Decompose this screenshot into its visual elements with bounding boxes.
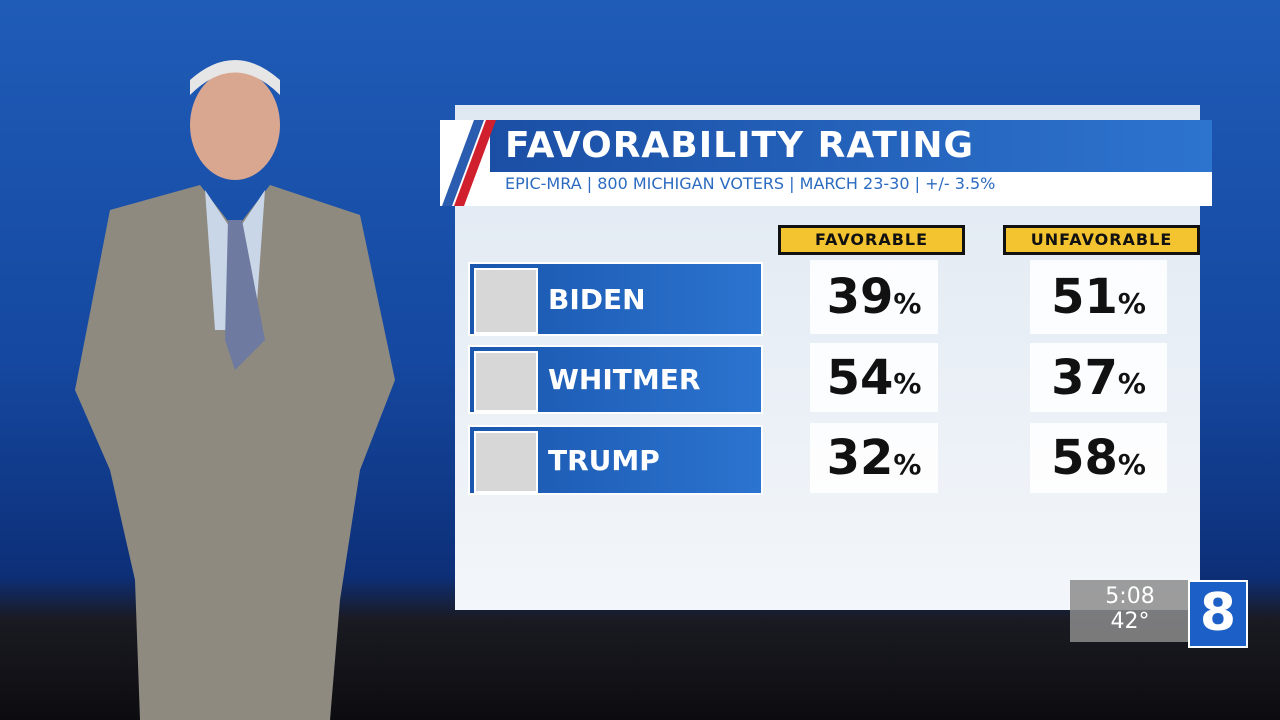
time: 5:08 bbox=[1105, 584, 1155, 609]
percent-value: 39 bbox=[826, 269, 894, 325]
hair bbox=[190, 60, 280, 95]
name-cell: WHITMER bbox=[468, 345, 763, 414]
presenter bbox=[75, 60, 395, 720]
percent-sign: % bbox=[893, 367, 922, 400]
candidate-name: BIDEN bbox=[548, 282, 646, 316]
title: FAVORABILITY RATING bbox=[505, 125, 975, 166]
tie bbox=[225, 220, 265, 370]
column-header: FAVORABLE bbox=[778, 225, 965, 255]
clock-bug: 5:08 42° bbox=[1070, 580, 1190, 642]
photo bbox=[474, 431, 538, 493]
stripes bbox=[442, 120, 496, 206]
percent-value: 54 bbox=[826, 349, 894, 406]
value-cell: 37% bbox=[1030, 343, 1167, 412]
candidate-name: TRUMP bbox=[548, 443, 660, 477]
percent-sign: % bbox=[1117, 367, 1146, 400]
photo bbox=[474, 268, 538, 334]
name-cell: BIDEN bbox=[468, 262, 763, 336]
candidate-name: WHITMER bbox=[548, 363, 701, 396]
percent-value: 51 bbox=[1051, 269, 1118, 325]
percent-value: 58 bbox=[1051, 430, 1118, 486]
name-cell: TRUMP bbox=[468, 425, 763, 495]
banner-bar bbox=[490, 120, 1212, 172]
percent-sign: % bbox=[893, 447, 922, 481]
value-cell: 32% bbox=[810, 423, 938, 493]
percent-value: 37 bbox=[1051, 349, 1118, 406]
column-header: UNFAVORABLE bbox=[1003, 225, 1200, 255]
percent-sign: % bbox=[1117, 447, 1146, 481]
photo bbox=[474, 351, 538, 412]
channel-logo: 8 bbox=[1188, 580, 1248, 648]
value-cell: 51% bbox=[1030, 260, 1167, 334]
suit bbox=[75, 185, 395, 720]
percent-sign: % bbox=[893, 286, 922, 320]
percent-value: 32 bbox=[826, 430, 894, 486]
value-cell: 54% bbox=[810, 343, 938, 412]
subtitle: EPIC-MRA | 800 MICHIGAN VOTERS | MARCH 2… bbox=[505, 174, 996, 193]
value-cell: 39% bbox=[810, 260, 938, 334]
head bbox=[190, 70, 280, 180]
value-cell: 58% bbox=[1030, 423, 1167, 493]
percent-sign: % bbox=[1117, 286, 1146, 320]
temperature: 42° bbox=[1110, 609, 1150, 634]
